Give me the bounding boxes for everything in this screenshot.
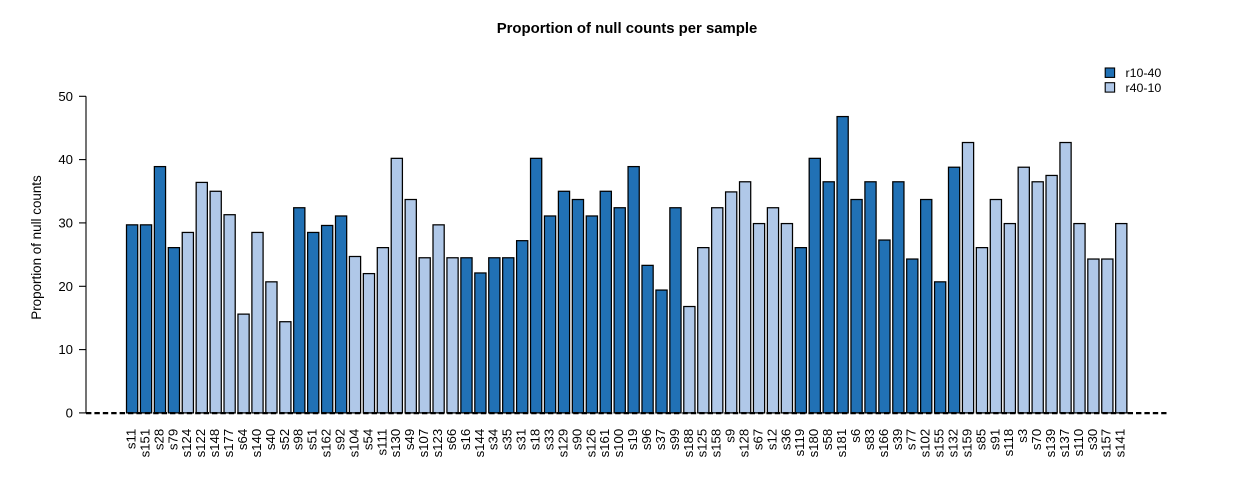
svg-text:s128: s128 [737,429,752,458]
svg-text:s99: s99 [667,429,682,450]
svg-text:s166: s166 [876,429,891,458]
svg-text:s77: s77 [904,429,919,450]
svg-text:s90: s90 [569,429,584,450]
svg-text:s3: s3 [1015,429,1030,443]
svg-text:s180: s180 [806,429,821,458]
svg-text:s35: s35 [500,429,515,450]
svg-text:s11: s11 [124,429,139,449]
svg-text:s64: s64 [235,429,250,450]
svg-text:s18: s18 [528,429,543,450]
svg-text:s177: s177 [221,429,236,458]
svg-text:s54: s54 [360,429,375,450]
svg-text:s119: s119 [792,429,807,457]
svg-text:s83: s83 [862,429,877,450]
svg-text:s137: s137 [1057,429,1072,458]
svg-text:s111: s111 [374,429,389,456]
svg-text:s30: s30 [1085,429,1100,450]
svg-text:s36: s36 [778,429,793,450]
svg-text:s96: s96 [639,429,654,450]
svg-text:s66: s66 [444,429,459,450]
svg-text:s79: s79 [165,429,180,450]
svg-text:s148: s148 [207,429,222,458]
svg-text:s28: s28 [151,429,166,450]
svg-text:s161: s161 [597,429,612,458]
svg-text:s129: s129 [555,429,570,458]
svg-text:s67: s67 [750,429,765,450]
svg-text:Proportion of null counts: Proportion of null counts [29,175,44,320]
svg-text:20: 20 [58,279,73,294]
svg-text:s130: s130 [388,429,403,458]
svg-text:s91: s91 [987,429,1002,450]
svg-text:r40-10: r40-10 [1126,81,1162,95]
svg-text:s124: s124 [179,429,194,458]
svg-text:s98: s98 [291,429,306,450]
svg-text:s126: s126 [583,429,598,458]
svg-text:0: 0 [66,406,73,421]
svg-text:s12: s12 [764,429,779,450]
svg-text:s181: s181 [834,429,849,458]
svg-text:s19: s19 [625,429,640,450]
svg-text:s39: s39 [890,429,905,450]
svg-text:s9: s9 [723,429,738,443]
svg-text:10: 10 [58,342,73,357]
svg-text:s31: s31 [514,429,529,450]
svg-text:s33: s33 [541,429,556,450]
svg-text:s102: s102 [918,429,933,458]
svg-text:s155: s155 [932,429,947,458]
svg-text:s151: s151 [137,429,152,458]
svg-text:s58: s58 [820,429,835,450]
svg-text:s49: s49 [402,429,417,450]
svg-text:s139: s139 [1043,429,1058,458]
svg-text:s34: s34 [486,429,501,450]
svg-text:s104: s104 [346,429,361,458]
svg-text:s132: s132 [945,429,960,458]
svg-text:s100: s100 [611,429,626,458]
svg-text:s122: s122 [193,429,208,458]
svg-text:r10-40: r10-40 [1126,66,1162,80]
svg-text:s6: s6 [848,429,863,443]
svg-text:s159: s159 [959,429,974,458]
svg-text:s40: s40 [263,429,278,450]
svg-text:s188: s188 [681,429,696,458]
svg-text:30: 30 [58,216,73,231]
svg-text:s85: s85 [973,429,988,450]
svg-text:s107: s107 [416,429,431,458]
svg-text:s162: s162 [319,429,334,458]
svg-text:s110: s110 [1071,429,1086,457]
svg-text:40: 40 [58,152,73,167]
svg-text:s125: s125 [695,429,710,458]
svg-text:s92: s92 [332,429,347,450]
svg-text:s37: s37 [653,429,668,450]
svg-text:50: 50 [58,89,73,104]
svg-text:s140: s140 [249,429,264,458]
svg-text:s16: s16 [458,429,473,450]
svg-text:s158: s158 [709,429,724,458]
svg-text:s144: s144 [472,429,487,458]
svg-text:s52: s52 [277,429,292,450]
svg-text:Proportion of null counts per: Proportion of null counts per sample [497,21,758,37]
svg-text:s51: s51 [305,429,320,450]
svg-text:s123: s123 [430,429,445,458]
svg-text:s141: s141 [1113,429,1128,458]
svg-text:s118: s118 [1001,429,1016,457]
svg-text:s70: s70 [1029,429,1044,450]
svg-text:s157: s157 [1099,429,1114,458]
